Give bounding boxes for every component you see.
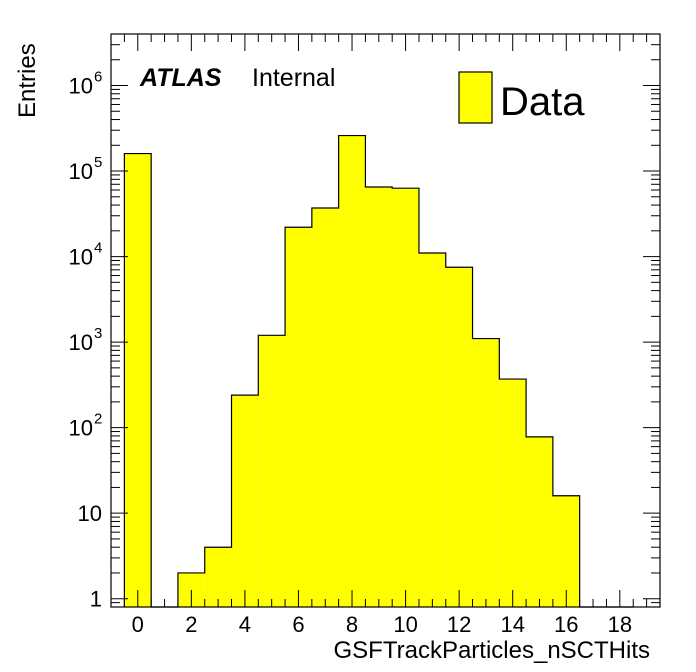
x-tick-label: 10 (393, 612, 417, 637)
bar-6 (285, 227, 312, 607)
y-tick-exponent: 4 (94, 240, 102, 257)
x-tick-label: 0 (132, 612, 144, 637)
bar-15 (526, 436, 553, 607)
bar-12 (445, 267, 473, 607)
y-tick-label: 10 (69, 73, 93, 98)
y-tick-label: 10 (69, 159, 93, 184)
y-tick-label: 10 (69, 245, 93, 270)
bar-5 (258, 335, 286, 607)
y-axis-title: Entries (14, 43, 41, 118)
x-tick-label: 2 (185, 612, 197, 637)
y-tick-label: 1 (90, 587, 102, 612)
bar-7 (311, 207, 339, 607)
legend-swatch (458, 71, 493, 124)
bar-3 (204, 547, 232, 607)
bar-4 (231, 395, 259, 607)
x-tick-label: 18 (608, 612, 632, 637)
bar-14 (499, 379, 527, 607)
x-axis-title: GSFTrackParticles_nSCTHits (334, 637, 651, 664)
x-tick-labels: 0 2 4 6 8 10 12 14 16 18 (132, 612, 632, 637)
x-tick-label: 4 (239, 612, 251, 637)
x-tick-label: 12 (447, 612, 471, 637)
legend-entry-data: Data (500, 80, 585, 124)
histogram-bars (123, 134, 634, 608)
axis-ticks (110, 33, 661, 608)
plot-frame (110, 33, 661, 608)
x-tick-label: 6 (292, 612, 304, 637)
bar-11 (418, 253, 446, 607)
legend: Data (458, 71, 585, 124)
y-tick-exponent: 2 (94, 411, 102, 428)
x-tick-label: 14 (500, 612, 524, 637)
y-tick-label: 10 (69, 416, 93, 441)
bar-9 (365, 187, 393, 607)
internal-label: Internal (252, 64, 335, 92)
bar-13 (472, 338, 500, 607)
y-tick-exponent: 5 (94, 154, 102, 171)
atlas-label: ATLAS (139, 64, 222, 92)
plot-border (110, 33, 661, 608)
bar-10 (392, 188, 419, 607)
y-tick-label: 10 (69, 330, 93, 355)
histogram-outline (123, 134, 634, 608)
y-tick-label: 10 (78, 501, 102, 526)
bar-8 (338, 135, 366, 608)
y-tick-exponent: 3 (94, 325, 102, 342)
y-tick-exponent: 6 (94, 68, 102, 85)
x-tick-label: 16 (554, 612, 578, 637)
bar-0 (124, 153, 152, 607)
bar-16 (552, 495, 580, 607)
x-tick-label: 8 (346, 612, 358, 637)
